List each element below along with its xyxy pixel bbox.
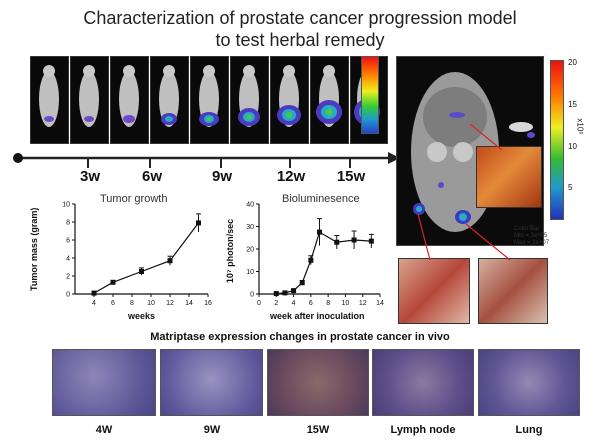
mouse-image bbox=[270, 56, 309, 144]
tumor-growth-chart: 4 6 8 10 12 14 16 0 2 4 6 8 10 bbox=[62, 202, 212, 308]
mouse-imaging-strip bbox=[30, 56, 388, 146]
small-color-scale bbox=[361, 56, 379, 134]
histology-title: Matriptase expression changes in prostat… bbox=[150, 331, 450, 343]
x-tick-label: 8 bbox=[130, 300, 134, 307]
x-tick-label: 12 bbox=[359, 300, 367, 307]
histology-lymph-node-image bbox=[372, 349, 474, 416]
data-point bbox=[334, 239, 340, 245]
data-point bbox=[167, 258, 173, 264]
x-tick-label: 2 bbox=[274, 300, 278, 307]
cbar-tick-15: 15 bbox=[568, 100, 577, 109]
data-point bbox=[282, 290, 288, 296]
data-point bbox=[273, 291, 279, 297]
histology-lung-image bbox=[478, 349, 580, 416]
cbar-info-title: Color Bar bbox=[514, 226, 540, 232]
timeline-label-15w: 15w bbox=[336, 168, 366, 185]
data-point bbox=[91, 290, 97, 296]
data-point bbox=[139, 269, 144, 274]
data-point bbox=[196, 220, 201, 226]
x-tick-label: 14 bbox=[376, 300, 384, 307]
cbar-tick-5: 5 bbox=[568, 183, 573, 192]
histology-label-lung: Lung bbox=[515, 424, 543, 436]
x-tick-label: 4 bbox=[92, 300, 96, 307]
y-tick-label: 10 bbox=[246, 269, 254, 276]
cbar-tick-20: 20 bbox=[568, 58, 577, 67]
timeline-label-3w: 3w bbox=[79, 168, 101, 185]
lung-photo bbox=[478, 258, 548, 324]
mouse-image bbox=[150, 56, 189, 144]
y-tick-label: 40 bbox=[246, 202, 254, 209]
y-tick-label: 4 bbox=[66, 256, 70, 263]
x-tick-label: 10 bbox=[342, 300, 350, 307]
data-point bbox=[351, 237, 357, 243]
mouse-image bbox=[190, 56, 229, 144]
histology-label-15w: 15W bbox=[306, 424, 330, 436]
y-tick-label: 2 bbox=[66, 274, 70, 281]
timeline-label-9w: 9w bbox=[211, 168, 233, 185]
mouse-image bbox=[230, 56, 269, 144]
tumor-growth-ylabel: Tumor mass (gram) bbox=[29, 207, 39, 291]
y-tick-label: 20 bbox=[246, 247, 254, 254]
y-tick-label: 10 bbox=[62, 202, 70, 209]
timeline-label-6w: 6w bbox=[141, 168, 163, 185]
mouse-image bbox=[70, 56, 109, 144]
series-line bbox=[93, 222, 199, 294]
tumor-growth-title: Tumor growth bbox=[100, 193, 168, 205]
x-tick-label: 10 bbox=[147, 300, 155, 307]
histology-4w-image bbox=[52, 349, 156, 416]
bioluminescence-ylabel: 10⁷ photon/sec bbox=[225, 218, 235, 284]
y-tick-label: 6 bbox=[66, 238, 70, 245]
cbar-unit: x10⁶ bbox=[575, 118, 585, 135]
cbar-tick-10: 10 bbox=[568, 142, 577, 151]
cbar-info-min: Min = 2e+05 bbox=[514, 233, 548, 239]
histology-label-4w: 4W bbox=[95, 424, 113, 436]
cbar-info: Color Bar Min = 2e+05 Max = 2e+07 bbox=[514, 226, 549, 247]
lymph-node-photo bbox=[398, 258, 470, 324]
data-point bbox=[291, 288, 297, 294]
tumor-photo-inset bbox=[476, 146, 542, 208]
bioluminescence-title: Bioluminesence bbox=[282, 193, 360, 205]
bioluminescence-chart: 0 2 4 6 8 10 12 14 0 10 20 30 40 bbox=[246, 202, 384, 308]
x-tick-label: 8 bbox=[326, 300, 330, 307]
series-line bbox=[276, 231, 372, 295]
histology-label-lymph-node: Lymph node bbox=[390, 424, 456, 436]
data-point bbox=[110, 279, 116, 285]
x-tick-label: 16 bbox=[204, 300, 212, 307]
x-tick-label: 14 bbox=[185, 300, 193, 307]
figure-subtitle: to test herbal remedy bbox=[215, 30, 385, 50]
data-point bbox=[308, 257, 314, 263]
timeline-label-12w: 12w bbox=[276, 168, 306, 185]
y-tick-label: 0 bbox=[66, 292, 70, 299]
cbar-info-max: Max = 2e+07 bbox=[514, 240, 550, 246]
x-tick-label: 12 bbox=[166, 300, 174, 307]
figure-title: Characterization of prostate cancer prog… bbox=[83, 8, 517, 28]
y-tick-label: 8 bbox=[66, 220, 70, 227]
x-tick-label: 6 bbox=[111, 300, 115, 307]
luminescence-color-bar bbox=[550, 60, 564, 220]
mouse-image bbox=[310, 56, 349, 144]
y-tick-label: 0 bbox=[250, 292, 254, 299]
timeline-start-dot bbox=[13, 153, 23, 163]
x-tick-label: 6 bbox=[309, 300, 313, 307]
histology-15w-image bbox=[267, 349, 369, 416]
histology-label-9w: 9W bbox=[203, 424, 221, 436]
x-tick-label: 0 bbox=[257, 300, 261, 307]
data-point bbox=[317, 229, 322, 235]
mouse-image bbox=[30, 56, 69, 144]
histology-9w-image bbox=[160, 349, 263, 416]
timeline-arrow bbox=[13, 152, 400, 168]
data-point bbox=[299, 280, 305, 286]
y-tick-label: 30 bbox=[246, 224, 254, 231]
mouse-image bbox=[110, 56, 149, 144]
callout-lines bbox=[417, 123, 511, 261]
tumor-growth-xlabel: weeks bbox=[128, 311, 156, 321]
data-point bbox=[368, 238, 374, 244]
x-tick-label: 4 bbox=[292, 300, 296, 307]
bioluminescence-xlabel: week after inoculation bbox=[270, 311, 365, 321]
